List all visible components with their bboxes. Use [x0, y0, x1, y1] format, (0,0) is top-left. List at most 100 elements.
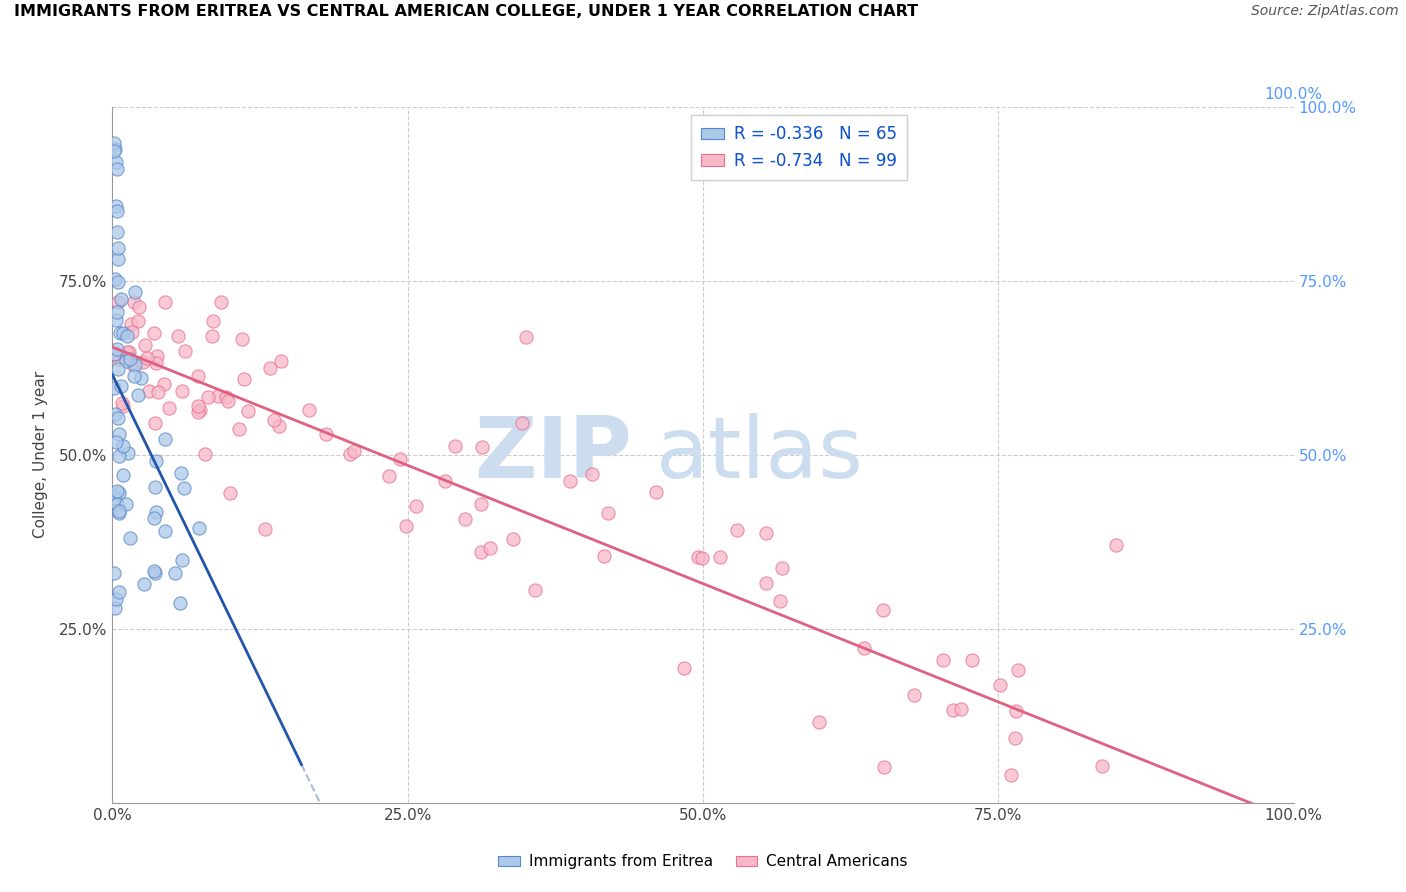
Point [107, 241, 129, 255]
Point [515, 329, 537, 343]
Point [118, 352, 141, 367]
Point [132, 577, 155, 591]
Legend: R = -0.336   N = 65, R = -0.734   N = 99: R = -0.336 N = 65, R = -0.734 N = 99 [690, 115, 907, 179]
Point [129, 371, 152, 385]
Point [263, 413, 285, 427]
Point [124, 358, 146, 372]
Point [104, 491, 127, 506]
Point [187, 399, 209, 413]
Point [169, 596, 191, 610]
Point [127, 314, 149, 328]
Point [146, 349, 169, 363]
Point [157, 401, 180, 416]
Point [105, 203, 128, 218]
Point [219, 486, 242, 500]
Point [755, 575, 778, 590]
Point [143, 417, 166, 431]
Point [108, 449, 131, 463]
Point [201, 329, 224, 343]
Point [103, 566, 125, 581]
Point [932, 653, 955, 667]
Point [103, 142, 125, 156]
Point [107, 362, 129, 376]
Point [117, 345, 139, 359]
Point [124, 294, 146, 309]
Point [127, 388, 149, 402]
Point [115, 496, 138, 510]
Point [433, 474, 456, 488]
Point [254, 522, 277, 536]
Point [128, 300, 150, 314]
Point [315, 426, 337, 441]
Point [115, 328, 138, 343]
Point [444, 439, 467, 453]
Point [769, 594, 792, 608]
Point [103, 347, 125, 361]
Point [108, 486, 131, 500]
Point [510, 417, 533, 431]
Point [105, 342, 128, 356]
Point [112, 467, 135, 482]
Point [105, 161, 128, 176]
Point [233, 372, 256, 386]
Point [270, 354, 292, 368]
Point [593, 549, 616, 563]
Point [1004, 731, 1026, 746]
Point [136, 351, 159, 365]
Point [187, 405, 209, 419]
Point [152, 377, 174, 392]
Point [209, 294, 232, 309]
Point [202, 314, 225, 328]
Point [153, 294, 176, 309]
Point [117, 446, 139, 460]
Point [104, 407, 127, 421]
Point [142, 326, 165, 340]
Point [104, 601, 127, 615]
Legend: Immigrants from Eritrea, Central Americans: Immigrants from Eritrea, Central America… [492, 848, 914, 875]
Point [187, 521, 209, 535]
Point [124, 285, 146, 299]
Point [755, 525, 778, 540]
Point [111, 439, 134, 453]
Point [145, 505, 167, 519]
Point [207, 389, 229, 403]
Point [343, 443, 366, 458]
Point [114, 354, 136, 368]
Point [108, 584, 131, 599]
Y-axis label: College, Under 1 year: College, Under 1 year [34, 371, 48, 539]
Point [395, 519, 418, 533]
Point [108, 427, 131, 442]
Point [104, 199, 127, 213]
Point [377, 468, 399, 483]
Point [143, 480, 166, 494]
Point [942, 703, 965, 717]
Point [110, 395, 132, 409]
Point [121, 325, 143, 339]
Point [145, 454, 167, 468]
Point [454, 512, 477, 526]
Point [105, 154, 128, 169]
Point [153, 432, 176, 446]
Text: IMMIGRANTS FROM ERITREA VS CENTRAL AMERICAN COLLEGE, UNDER 1 YEAR CORRELATION CH: IMMIGRANTS FROM ERITREA VS CENTRAL AMERI… [14, 4, 918, 20]
Point [134, 338, 156, 352]
Text: ZIP: ZIP [474, 413, 633, 497]
Point [110, 379, 132, 393]
Point [121, 359, 143, 373]
Point [194, 447, 217, 461]
Point [173, 481, 195, 495]
Point [709, 550, 731, 565]
Point [405, 500, 427, 514]
Text: atlas: atlas [655, 413, 863, 497]
Point [852, 640, 875, 655]
Point [231, 332, 253, 346]
Point [197, 390, 219, 404]
Point [153, 524, 176, 538]
Point [107, 294, 129, 309]
Point [988, 678, 1011, 692]
Point [118, 531, 141, 545]
Point [267, 418, 290, 433]
Point [470, 497, 492, 511]
Point [103, 136, 125, 150]
Point [138, 384, 160, 399]
Point [143, 511, 166, 525]
